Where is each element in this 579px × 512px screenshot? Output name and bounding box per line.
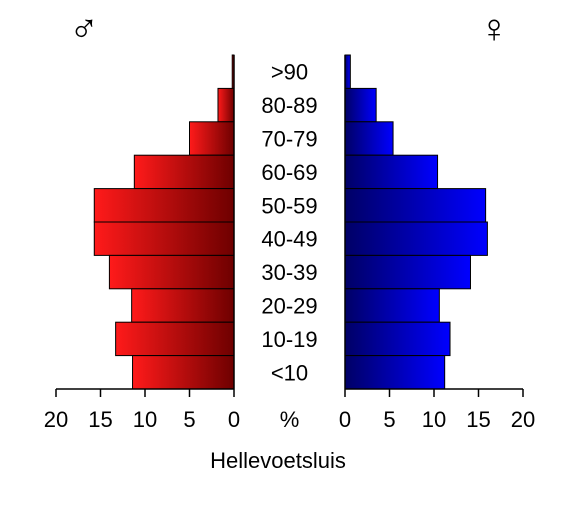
male-bar bbox=[189, 121, 235, 156]
tick-label: 5 bbox=[383, 407, 395, 432]
female-bar bbox=[344, 221, 488, 256]
female-bar bbox=[344, 87, 377, 123]
female-bar bbox=[344, 54, 351, 89]
x-axis-title: Hellevoetsluis bbox=[210, 448, 346, 473]
tick-label: 10 bbox=[133, 407, 157, 432]
male-bar bbox=[133, 154, 235, 190]
age-group-label: 20-29 bbox=[261, 294, 317, 319]
female-bar bbox=[344, 321, 451, 357]
female-symbol-icon: ♀ bbox=[479, 7, 509, 51]
female-bar bbox=[344, 254, 471, 290]
male-bar bbox=[93, 188, 235, 223]
tick-label: 15 bbox=[88, 407, 112, 432]
age-group-label: 40-49 bbox=[261, 227, 317, 252]
female-bar bbox=[344, 288, 440, 323]
age-labels: >90 80-89 70-79 60-69 50-59 40-49 30-39 20-29 10… bbox=[261, 60, 317, 386]
male-bar bbox=[115, 321, 235, 357]
female-bar bbox=[344, 188, 487, 223]
age-group-label: >90 bbox=[271, 60, 308, 85]
male-bar bbox=[108, 254, 235, 290]
male-bar bbox=[93, 221, 235, 256]
tick-label: 10 bbox=[422, 407, 446, 432]
male-x-axis: 20 15 10 5 0 bbox=[44, 388, 240, 432]
age-group-label: 10-19 bbox=[261, 327, 317, 352]
tick-label: 20 bbox=[44, 407, 68, 432]
percent-label: % bbox=[280, 407, 300, 432]
female-bar bbox=[344, 154, 439, 190]
male-symbol-icon: ♂ bbox=[69, 7, 99, 51]
age-group-label: 60-69 bbox=[261, 160, 317, 185]
male-bars bbox=[93, 54, 235, 390]
female-x-axis: 0 5 10 15 20 bbox=[339, 388, 535, 432]
male-bar bbox=[131, 288, 235, 323]
age-group-label: <10 bbox=[271, 360, 308, 385]
tick-label: 5 bbox=[183, 407, 195, 432]
age-group-label: 70-79 bbox=[261, 127, 317, 152]
female-bar bbox=[344, 121, 394, 156]
female-bars bbox=[344, 54, 488, 390]
age-group-label: 80-89 bbox=[261, 93, 317, 118]
tick-label: 20 bbox=[511, 407, 535, 432]
tick-label: 0 bbox=[339, 407, 351, 432]
male-bar bbox=[217, 87, 235, 123]
male-bar bbox=[132, 355, 235, 390]
tick-label: 15 bbox=[466, 407, 490, 432]
tick-label: 0 bbox=[228, 407, 240, 432]
age-group-label: 50-59 bbox=[261, 193, 317, 218]
female-bar bbox=[344, 355, 446, 390]
age-group-label: 30-39 bbox=[261, 260, 317, 285]
